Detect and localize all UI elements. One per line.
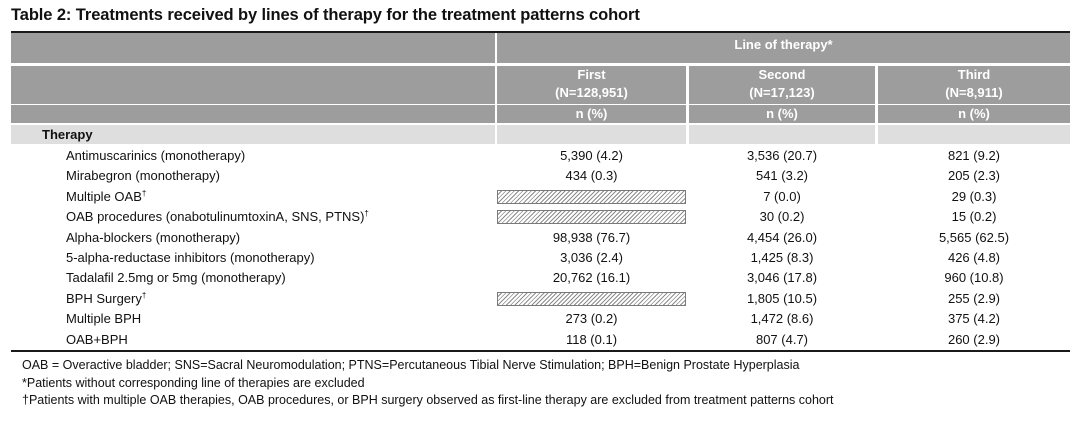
header-col-first: [497, 66, 686, 104]
footnote-asterisk: *Patients without corresponding line of …: [22, 375, 365, 390]
header-col-second: [689, 66, 875, 104]
row-label-text: OAB+BPH: [66, 331, 128, 347]
row-label-text: Multiple OAB: [66, 188, 142, 204]
table-top-rule: [11, 31, 1070, 33]
table-row: Tadalafil 2.5mg or 5mg (monotherapy) 20,7…: [0, 268, 1080, 288]
footnotes: OAB = Overactive bladder; SNS=Sacral Neu…: [22, 357, 834, 410]
third-line-value: 5,565 (62.5): [938, 229, 1010, 245]
row-label-text: BPH Surgery: [66, 290, 142, 306]
row-label: Multiple OAB†: [66, 187, 146, 207]
third-column-name: Third: [957, 67, 991, 82]
second-line-value: 1,805 (10.5): [746, 290, 818, 306]
row-label-text: OAB procedures (onabotulinumtoxinA, SNS,…: [66, 209, 365, 225]
row-label: BPH Surgery†: [66, 289, 146, 309]
table-row: Alpha-blockers (monotherapy) 98,938 (76.7…: [0, 228, 1080, 248]
third-line-value: 375 (4.2): [947, 311, 1001, 327]
table-row: Mirabegron (monotherapy) 434 (0.3) 541 (3.…: [0, 166, 1080, 186]
excluded-cell-hatch: [497, 291, 686, 306]
first-line-value: 118 (0.1): [565, 331, 618, 347]
row-label: OAB procedures (onabotulinumtoxinA, SNS,…: [66, 207, 369, 227]
row-label-text: Multiple BPH: [66, 311, 142, 327]
first-column-n: (N=128,951): [555, 85, 628, 100]
first-line-value: 20,762 (16.1): [552, 270, 631, 286]
second-column-unit: n (%): [766, 106, 798, 121]
table-bottom-rule: [11, 350, 1070, 352]
excluded-cell-hatch: [497, 210, 686, 225]
row-label-text: Tadalafil 2.5mg or 5mg (monotherapy): [66, 270, 286, 286]
dagger-mark: †: [141, 290, 147, 300]
table-row: Multiple BPH 273 (0.2) 1,472 (8.6) 375 (4.2…: [0, 309, 1080, 329]
header-unit-third: [878, 105, 1070, 123]
table-row: Multiple OAB† 7 (0.0) 29 (0.3): [0, 187, 1080, 207]
header-unit-first: [497, 105, 686, 123]
first-line-value: 5,390 (4.2): [560, 148, 623, 163]
dagger-mark: †: [141, 188, 147, 198]
second-line-value: 1,472 (8.6): [750, 311, 814, 327]
second-line-value: 541 (3.2): [755, 168, 809, 184]
third-line-value: 426 (4.8): [947, 250, 1001, 265]
dagger-mark: †: [364, 209, 369, 219]
table-title: Table 2: Treatments received by lines of…: [11, 6, 640, 24]
table-row: BPH Surgery† 1,805 (10.5) 255 (2.9): [0, 289, 1080, 309]
third-line-value: 205 (2.3): [947, 168, 1001, 184]
second-line-value: 3,536 (20.7): [746, 148, 818, 163]
table-row: Antimuscarinics (monotherapy) 5,390 (4.2)…: [0, 146, 1080, 166]
row-label: 5-alpha-reductase inhibitors (monotherap…: [66, 248, 315, 268]
row-label: Multiple BPH: [66, 309, 141, 329]
section-band-second: [689, 125, 875, 144]
row-label-text: Antimuscarinics (monotherapy): [66, 148, 246, 163]
third-line-value: 960 (10.8): [944, 270, 1004, 286]
second-line-value: 4,454 (26.0): [746, 229, 818, 245]
first-column-name: First: [577, 67, 606, 82]
header-band-left-3: [11, 105, 495, 123]
section-band-third: [878, 125, 1070, 144]
section-band-left: [11, 125, 495, 144]
third-line-value: 821 (9.2): [947, 148, 1001, 163]
header-unit-second: [689, 105, 875, 123]
row-label: Tadalafil 2.5mg or 5mg (monotherapy): [66, 268, 286, 288]
excluded-cell-hatch: [497, 189, 686, 204]
header-band-left-2: [11, 66, 495, 104]
section-band-first: [497, 125, 686, 144]
row-label-text: Mirabegron (monotherapy): [66, 168, 220, 184]
footnote-dagger: †Patients with multiple OAB therapies, O…: [22, 393, 834, 407]
footnote-abbreviations: OAB = Overactive bladder; SNS=Sacral Neu…: [22, 358, 800, 372]
second-line-value: 7 (0.0): [763, 188, 801, 204]
row-label: Alpha-blockers (monotherapy): [66, 228, 240, 248]
section-label: Therapy: [42, 127, 93, 142]
table-row: OAB+BPH 118 (0.1) 807 (4.7) 260 (2.9): [0, 330, 1080, 350]
first-line-value: 98,938 (76.7): [552, 229, 631, 245]
second-column-n: (N=17,123): [749, 85, 815, 100]
line-of-therapy-header: Line of therapy*: [734, 37, 833, 52]
header-col-third: [878, 66, 1070, 104]
second-line-value: 30 (0.2): [759, 209, 805, 225]
third-line-value: 255 (2.9): [947, 290, 1001, 306]
first-line-value: 3,036 (2.4): [560, 250, 623, 265]
second-column-name: Second: [758, 67, 806, 82]
row-label-text: 5-alpha-reductase inhibitors (monotherap…: [66, 250, 315, 265]
table-row: 5-alpha-reductase inhibitors (monotherap…: [0, 248, 1080, 268]
row-label: Antimuscarinics (monotherapy): [66, 146, 245, 166]
third-line-value: 260 (2.9): [947, 331, 1001, 347]
row-label: OAB+BPH: [66, 330, 128, 350]
third-line-value: 15 (0.2): [951, 209, 997, 225]
first-column-unit: n (%): [575, 106, 608, 121]
second-line-value: 3,046 (17.8): [746, 270, 818, 286]
row-label-text: Alpha-blockers (monotherapy): [66, 229, 241, 245]
third-column-n: (N=8,911): [945, 85, 1003, 100]
first-line-value: 273 (0.2): [565, 311, 618, 327]
first-line-value: 434 (0.3): [565, 168, 618, 184]
header-band-left: [11, 33, 495, 63]
header-band-group: [497, 33, 1070, 63]
table-row: OAB procedures (onabotulinumtoxinA, SNS,…: [0, 207, 1080, 227]
second-line-value: 1,425 (8.3): [750, 250, 814, 265]
third-column-unit: n (%): [958, 106, 990, 121]
row-label: Mirabegron (monotherapy): [66, 166, 220, 186]
second-line-value: 807 (4.7): [755, 331, 809, 347]
third-line-value: 29 (0.3): [951, 188, 997, 204]
